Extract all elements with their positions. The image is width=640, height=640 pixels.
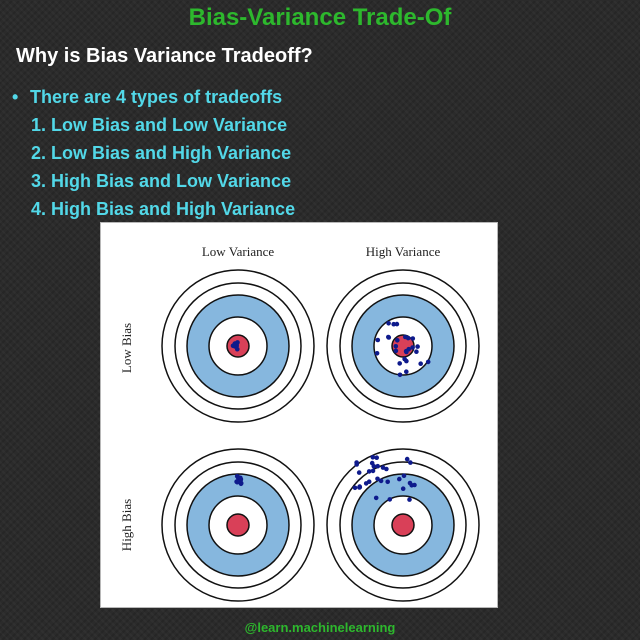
tradeoff-item-3: 3. High Bias and Low Variance [31, 171, 292, 191]
hit-dot [375, 476, 380, 482]
row-label-low-bias: Low Bias [119, 323, 134, 373]
hit-dot [374, 455, 380, 460]
bullseye-center [391, 513, 415, 537]
hit-dot [400, 486, 406, 492]
hit-dot [375, 463, 381, 469]
hit-dot [375, 337, 381, 343]
hit-dot [352, 485, 358, 491]
hit-dot [374, 351, 380, 356]
hit-dot [354, 462, 359, 467]
hit-dot [387, 497, 393, 502]
bullet-text: There are 4 types of tradeoffs [30, 87, 283, 107]
hit-dot [393, 344, 399, 349]
target-high-bias-low-variance [161, 448, 315, 602]
hit-dot [391, 321, 397, 327]
hit-dot [395, 338, 400, 343]
hit-dot [401, 473, 407, 479]
bullseye-center [226, 513, 250, 537]
hit-dot [403, 348, 409, 354]
hit-dot [397, 372, 403, 378]
hit-dot [384, 466, 389, 472]
hit-dot [397, 476, 402, 482]
bias-variance-diagram: Low Variance High Variance Low Bias High… [100, 222, 498, 608]
hit-dot [369, 460, 375, 466]
hit-dot [366, 469, 372, 474]
column-label-low-variance: Low Variance [202, 244, 275, 259]
hit-dot [410, 345, 415, 350]
hit-dot [410, 336, 416, 341]
hit-dot [238, 475, 243, 481]
hit-dot [415, 344, 420, 349]
tradeoff-list: 1. Low Bias and Low Variance 2. Low Bias… [31, 115, 295, 227]
hit-dot [397, 361, 403, 366]
hit-dot [366, 479, 372, 485]
tradeoff-item-2: 2. Low Bias and High Variance [31, 143, 292, 163]
target-low-bias-high-variance [326, 269, 480, 423]
hit-dot [386, 334, 391, 340]
hit-dot [403, 334, 408, 340]
target-low-bias-low-variance [161, 269, 315, 423]
tradeoff-item-4: 4. High Bias and High Variance [31, 199, 296, 219]
hit-dot [407, 497, 412, 502]
bullet-item: • There are 4 types of tradeoffs [12, 87, 282, 108]
hit-dot [385, 479, 391, 485]
hit-dot [235, 346, 240, 352]
hit-dot [386, 321, 391, 326]
hit-dot [370, 455, 376, 460]
hit-dot [404, 456, 410, 462]
hit-dot [414, 349, 419, 354]
target-high-bias-high-variance [326, 448, 480, 602]
row-label-high-bias: High Bias [119, 499, 134, 551]
hit-dot [418, 361, 424, 366]
bullet-marker: • [12, 87, 19, 107]
hit-dot [357, 484, 363, 489]
hit-dot [378, 478, 384, 484]
column-label-high-variance: High Variance [366, 244, 441, 259]
hit-dot [235, 479, 240, 485]
section-heading: Why is Bias Variance Tradeoff? [16, 45, 313, 67]
hit-dot [412, 482, 417, 488]
hit-dot [235, 340, 240, 345]
hit-dot [425, 359, 431, 365]
footer-handle: @learn.machinelearning [244, 620, 396, 635]
hit-dot [370, 468, 376, 474]
hit-dot [373, 495, 379, 501]
hit-dot [356, 470, 362, 475]
hit-dot [394, 321, 400, 327]
hit-dot [393, 348, 399, 354]
hit-dot [404, 369, 409, 374]
hit-dot [402, 356, 407, 362]
tradeoff-item-1: 1. Low Bias and Low Variance [31, 115, 288, 135]
page-title: Bias-Variance Trade-Of [188, 4, 452, 31]
hit-dot [408, 460, 413, 465]
